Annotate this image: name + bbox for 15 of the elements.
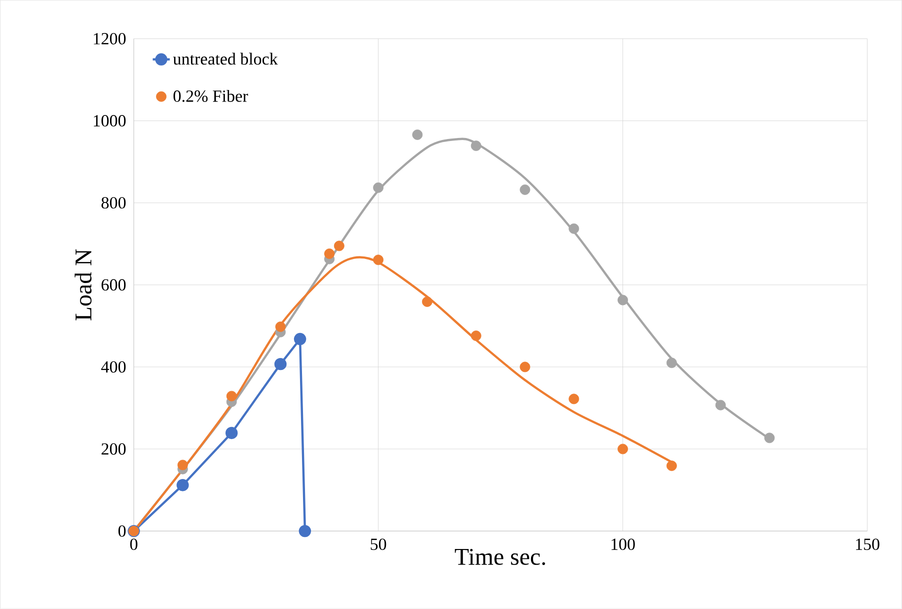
legend-label: 0.2% Fiber bbox=[174, 90, 248, 102]
y-tick-label: 200 bbox=[102, 443, 126, 455]
y-axis-title: Load N bbox=[74, 249, 92, 320]
x-tick-label: 0 bbox=[130, 538, 138, 550]
y-tick-label: 600 bbox=[102, 279, 126, 291]
y-tick-label: 800 bbox=[101, 197, 126, 209]
x-tick-label: 50 bbox=[370, 538, 386, 550]
x-tick-label: 100 bbox=[612, 538, 635, 550]
legend-label: untreated block bbox=[173, 52, 278, 65]
x-tick-label: 150 bbox=[856, 538, 880, 550]
y-tick-label: 1200 bbox=[94, 33, 126, 45]
y-tick-label: 0 bbox=[118, 525, 126, 537]
y-tick-label: 1000 bbox=[94, 115, 126, 127]
x-axis-title: Time sec. bbox=[454, 548, 546, 566]
y-tick-label: 400 bbox=[101, 361, 126, 373]
